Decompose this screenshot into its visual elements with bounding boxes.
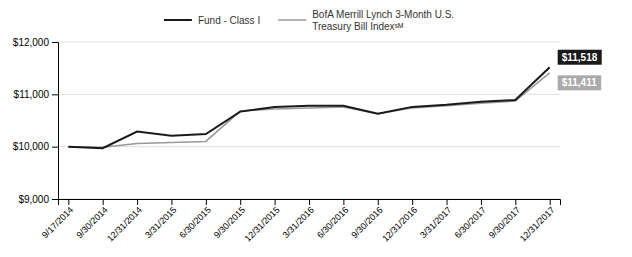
- legend-swatch: [164, 19, 192, 21]
- x-tick-mark: [68, 199, 69, 205]
- y-tick: $11,000: [14, 89, 58, 100]
- x-tick-mark: [412, 199, 413, 205]
- x-tick-label: 3/31/2015: [143, 205, 178, 240]
- x-tick-mark: [481, 199, 482, 205]
- grid: [58, 42, 560, 199]
- x-tick: 9/30/2014: [74, 199, 109, 240]
- x-tick: 12/31/2016: [380, 199, 419, 244]
- x-tick-label: 6/30/2015: [177, 205, 212, 240]
- x-tick-label: 9/17/2014: [40, 205, 75, 240]
- x-axis: 9/17/20149/30/201412/31/20143/31/20156/3…: [40, 199, 561, 244]
- y-tick: $9,000: [18, 194, 58, 205]
- end-label: $11,411: [558, 75, 601, 90]
- end-label-text: $11,518: [562, 52, 598, 63]
- legend: Fund - Class I BofA Merrill Lynch 3-Month…: [164, 9, 454, 32]
- x-tick-mark: [515, 199, 516, 205]
- y-tick: $10,000: [13, 141, 58, 152]
- series-line: [68, 67, 549, 148]
- x-tick-label: 12/31/2014: [105, 205, 144, 244]
- x-tick: 9/17/2014: [40, 199, 75, 240]
- x-tick-label: 9/30/2017: [487, 205, 522, 240]
- x-tick-label: 9/30/2015: [212, 205, 247, 240]
- y-tick-mark: [52, 94, 58, 95]
- y-axis-line: [52, 43, 59, 200]
- grid-line: [58, 94, 560, 95]
- x-tick: 12/31/2014: [105, 199, 144, 244]
- x-axis-line: [59, 200, 561, 206]
- x-tick: 9/30/2016: [349, 199, 384, 240]
- lines: [68, 67, 549, 148]
- y-axis: $9,000 $10,000 $11,000 $12,000: [13, 37, 59, 205]
- annotations: $11,518 $11,411: [558, 50, 602, 91]
- x-tick-mark: [550, 199, 551, 205]
- x-tick-mark: [378, 199, 379, 205]
- x-tick: 6/30/2017: [453, 199, 488, 240]
- x-tick-label: 3/31/2017: [418, 205, 453, 240]
- plot: $9,000$10,000$11,000$12,0009/17/20149/30…: [13, 37, 602, 244]
- x-tick-label: 12/31/2016: [380, 205, 419, 244]
- end-label-text: $11,411: [562, 77, 597, 88]
- x-tick-label: 9/30/2014: [74, 205, 109, 240]
- x-tick-label: 3/31/2016: [281, 205, 316, 240]
- y-tick-label: $10,000: [13, 141, 50, 152]
- x-tick: 3/31/2015: [143, 199, 178, 240]
- y-tick-label: $9,000: [18, 194, 49, 205]
- grid-line: [58, 42, 560, 43]
- series-line: [68, 73, 549, 147]
- legend-label: Fund - Class I: [198, 15, 260, 26]
- chart: $9,000$10,000$11,000$12,0009/17/20149/30…: [0, 0, 632, 257]
- x-tick-mark: [447, 199, 448, 205]
- legend-swatch: [278, 19, 306, 21]
- x-tick-label: 9/30/2016: [349, 205, 384, 240]
- y-tick-label: $12,000: [13, 37, 50, 48]
- y-tick-mark: [52, 147, 58, 148]
- x-tick-mark: [171, 199, 172, 205]
- legend-item: Fund - Class I: [164, 15, 260, 26]
- grid-line: [58, 146, 560, 147]
- y-tick-label: $11,000: [14, 89, 50, 100]
- legend-item: BofA Merrill Lynch 3-Month U.S.Treasury …: [278, 9, 454, 32]
- x-tick: 9/30/2017: [487, 199, 522, 240]
- x-tick-mark: [240, 199, 241, 205]
- x-tick: 12/31/2017: [518, 199, 557, 244]
- end-label-box: [558, 50, 602, 65]
- x-tick: 3/31/2016: [281, 199, 316, 240]
- y-tick-mark: [52, 42, 58, 43]
- x-tick: 12/31/2015: [243, 199, 282, 244]
- x-tick-mark: [206, 199, 207, 205]
- x-tick-label: 12/31/2017: [518, 205, 557, 244]
- x-tick: 9/30/2015: [212, 199, 247, 240]
- x-tick-label: 6/30/2016: [315, 205, 350, 240]
- x-tick-mark: [309, 199, 310, 205]
- x-tick-mark: [343, 199, 344, 205]
- x-tick: 3/31/2017: [418, 199, 453, 240]
- y-tick: $12,000: [13, 37, 58, 48]
- legend-label: BofA Merrill Lynch 3-Month U.S.Treasury …: [312, 9, 454, 32]
- end-label-box: [558, 75, 601, 90]
- x-tick: 6/30/2016: [315, 199, 350, 240]
- x-tick-label: 6/30/2017: [453, 205, 488, 240]
- x-tick-label: 12/31/2015: [243, 205, 282, 244]
- end-label: $11,518: [558, 50, 602, 65]
- x-tick-mark: [103, 199, 104, 205]
- x-tick-mark: [275, 199, 276, 205]
- x-tick-mark: [137, 199, 138, 205]
- x-tick: 6/30/2015: [177, 199, 212, 240]
- y-tick-mark: [52, 199, 58, 200]
